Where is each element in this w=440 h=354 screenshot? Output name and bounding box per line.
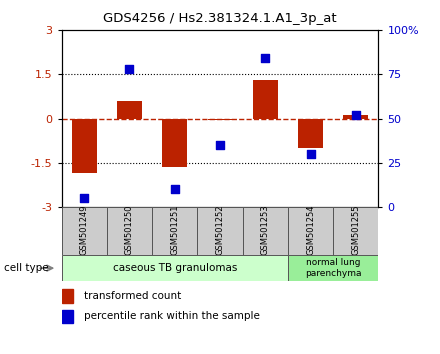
Text: GSM501254: GSM501254: [306, 205, 315, 255]
Text: caseous TB granulomas: caseous TB granulomas: [113, 263, 237, 273]
Bar: [62, 310, 73, 323]
Text: GSM501250: GSM501250: [125, 205, 134, 255]
Text: transformed count: transformed count: [84, 291, 181, 301]
Text: percentile rank within the sample: percentile rank within the sample: [84, 312, 260, 321]
Text: normal lung
parenchyma: normal lung parenchyma: [305, 258, 361, 278]
Point: [352, 112, 359, 118]
Bar: [162, 119, 187, 167]
Point: [216, 142, 224, 148]
FancyBboxPatch shape: [198, 207, 242, 255]
Point: [126, 66, 133, 72]
Text: cell type: cell type: [4, 263, 49, 273]
Bar: [298, 119, 323, 148]
Point: [262, 56, 269, 61]
Text: GSM501255: GSM501255: [351, 205, 360, 255]
FancyBboxPatch shape: [107, 207, 152, 255]
Text: GDS4256 / Hs2.381324.1.A1_3p_at: GDS4256 / Hs2.381324.1.A1_3p_at: [103, 12, 337, 25]
FancyBboxPatch shape: [288, 255, 378, 281]
Text: GSM501249: GSM501249: [80, 205, 89, 255]
Bar: [208, 119, 232, 120]
FancyBboxPatch shape: [288, 207, 333, 255]
FancyBboxPatch shape: [62, 255, 288, 281]
Bar: [343, 115, 368, 119]
Text: GSM501252: GSM501252: [216, 205, 224, 255]
FancyBboxPatch shape: [333, 207, 378, 255]
Point: [81, 195, 88, 201]
FancyBboxPatch shape: [152, 207, 198, 255]
Bar: [62, 289, 73, 303]
Bar: [253, 80, 278, 119]
FancyBboxPatch shape: [242, 207, 288, 255]
Point: [171, 187, 178, 192]
Bar: [72, 119, 97, 173]
Point: [307, 151, 314, 157]
Text: GSM501251: GSM501251: [170, 205, 179, 255]
Bar: [117, 101, 142, 119]
Text: GSM501253: GSM501253: [261, 205, 270, 255]
FancyBboxPatch shape: [62, 207, 107, 255]
